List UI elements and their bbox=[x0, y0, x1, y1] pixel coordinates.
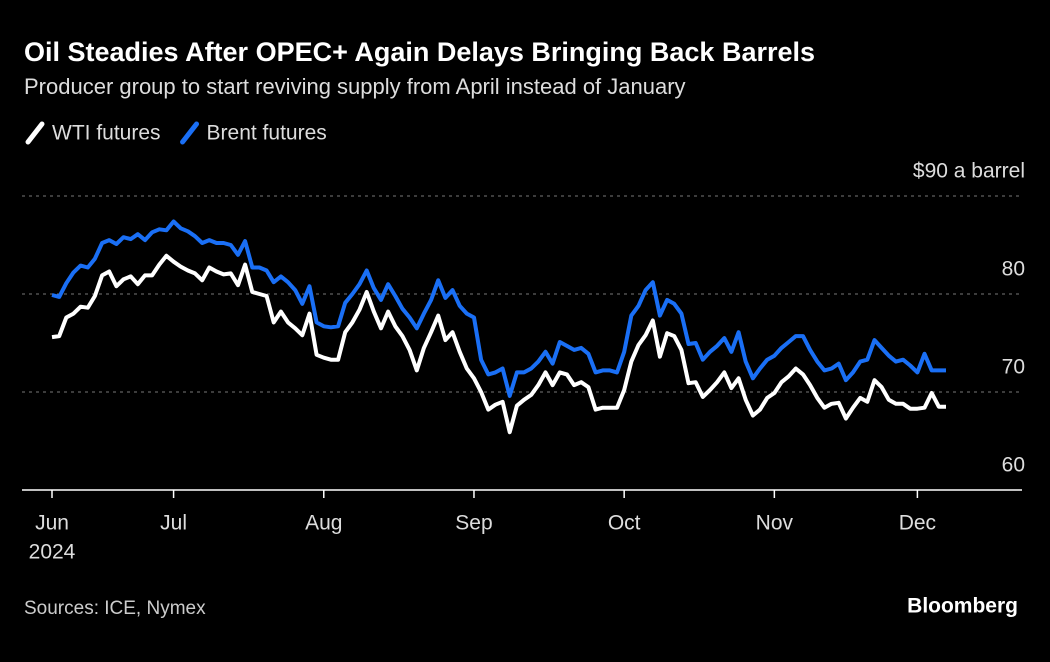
x-tick-label: Aug bbox=[305, 512, 342, 535]
x-year-label: 2024 bbox=[29, 541, 76, 564]
y-tick-label: 80 bbox=[1002, 258, 1025, 281]
chart-title: Oil Steadies After OPEC+ Again Delays Br… bbox=[24, 37, 815, 67]
data-line bbox=[51, 219, 946, 398]
source-note: Sources: ICE, Nymex bbox=[24, 598, 206, 619]
chart-subtitle: Producer group to start reviving supply … bbox=[24, 74, 686, 99]
x-tick-label: Sep bbox=[455, 512, 492, 535]
y-tick-label: 70 bbox=[1002, 356, 1025, 379]
y-tick-label: $90 a barrel bbox=[913, 160, 1025, 183]
x-tick-label: Nov bbox=[756, 512, 794, 535]
legend-label: WTI futures bbox=[52, 122, 161, 145]
legend-swatch bbox=[25, 121, 45, 145]
x-tick-label: Oct bbox=[608, 512, 641, 535]
legend-label: Brent futures bbox=[207, 122, 327, 145]
x-tick-label: Dec bbox=[899, 512, 936, 535]
legend-swatch bbox=[180, 121, 200, 145]
data-line bbox=[51, 253, 946, 435]
x-tick-label: Jul bbox=[160, 512, 187, 535]
x-tick-label: Jun bbox=[35, 512, 69, 535]
y-tick-label: 60 bbox=[1002, 454, 1025, 477]
brand: Bloomberg bbox=[907, 595, 1018, 618]
